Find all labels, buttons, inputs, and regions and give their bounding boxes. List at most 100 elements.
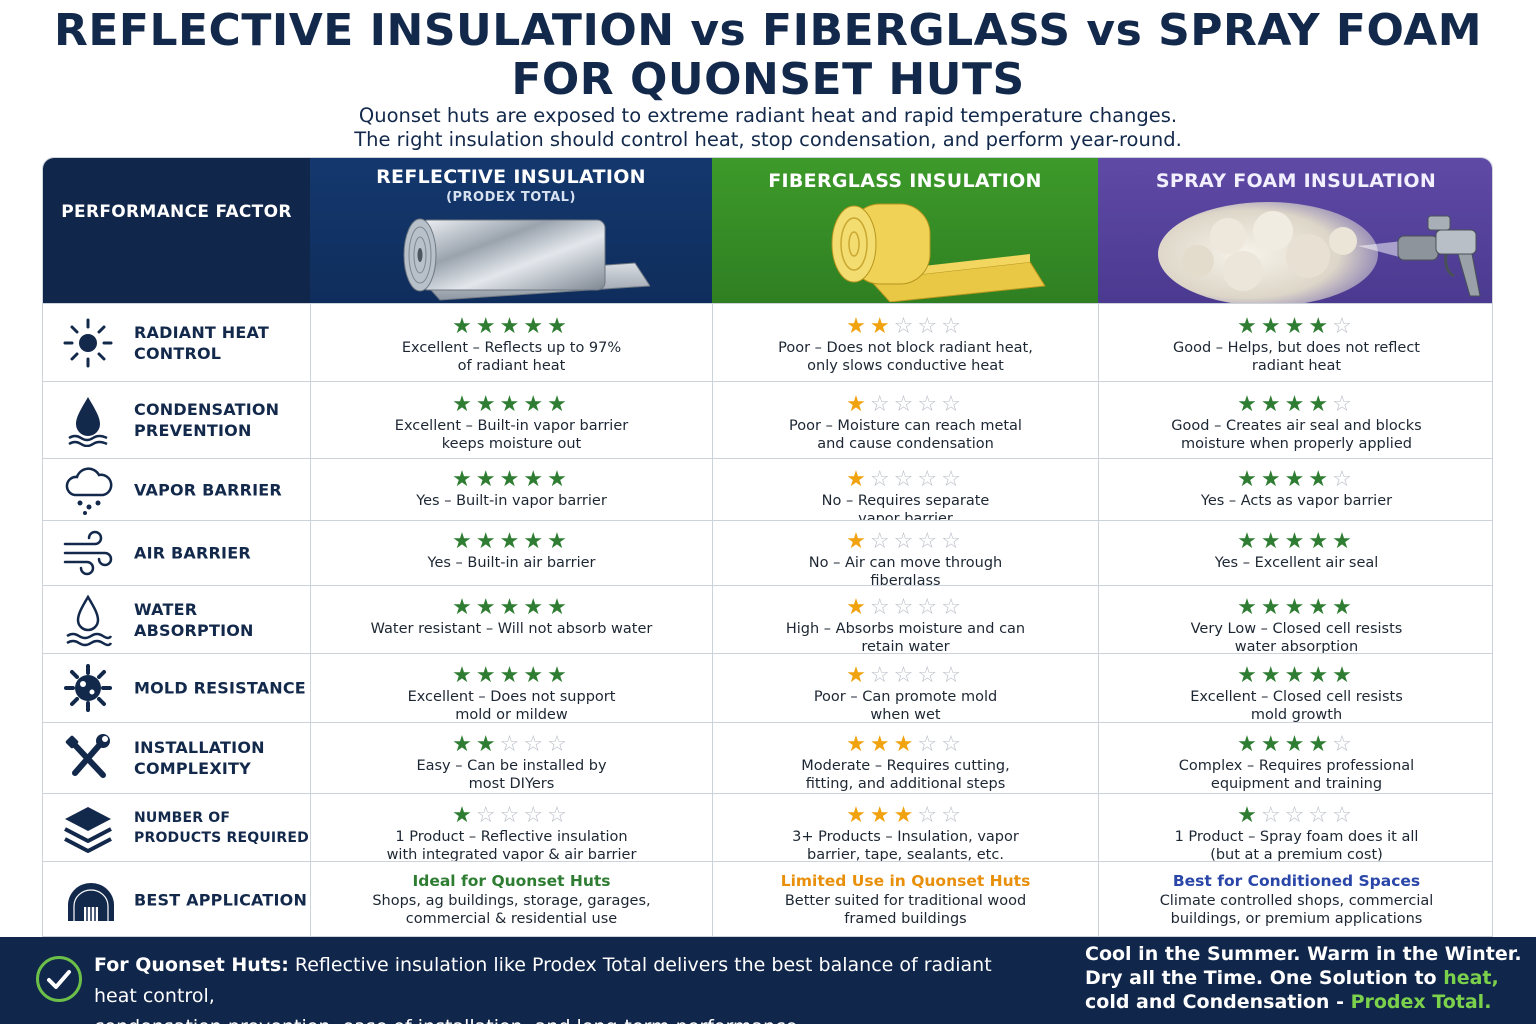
spray-star-1-filled: ★: [1237, 392, 1261, 417]
fiberglass-star-3-empty: ☆: [893, 663, 918, 688]
table-row: AIR BARRIER ★★★★★ Yes – Built-in air barri…: [43, 520, 1492, 589]
table-row: VAPOR BARRIER ★★★★★ Yes – Built-in vapor b…: [43, 458, 1492, 527]
factor-label: WATER ABSORPTION: [134, 599, 254, 640]
cell-fiberglass: ★★★☆☆ Moderate – Requires cutting, fitting…: [712, 723, 1098, 793]
comparison-table: PERFORMANCE FACTOR REFLECTIVE INSULATION…: [42, 157, 1493, 937]
description-line-1: Easy – Can be installed by: [416, 758, 607, 774]
spray-star-5-empty: ☆: [1332, 314, 1356, 339]
footer-line-2: condensation prevention, ease of install…: [94, 1012, 1034, 1024]
fiberglass-star-1-filled: ★: [846, 314, 870, 339]
table-row: NUMBER OF PRODUCTS REQUIRED ★☆☆☆☆ 1 Produc…: [43, 793, 1492, 864]
fiberglass-star-3-empty: ☆: [893, 314, 918, 339]
checkmark-icon: [36, 956, 82, 1002]
fiberglass-star-2-empty: ☆: [869, 392, 894, 417]
spray-star-2-empty: ☆: [1260, 803, 1285, 828]
tagline-line-2b: heat,: [1443, 967, 1499, 989]
fiberglass-star-3-empty: ☆: [893, 467, 918, 492]
description-line-1: No – Air can move through: [808, 555, 1003, 571]
rating-description: Yes – Built-in vapor barrier: [321, 492, 702, 510]
cell-reflective: ★★★★★ Yes – Built-in vapor barrier: [310, 459, 712, 520]
title-line-2: FOR QUONSET HUTS: [511, 54, 1025, 105]
rating-description: 1 Product – Reflective insulation with in…: [321, 828, 702, 864]
fiberglass-star-2-empty: ☆: [869, 595, 894, 620]
rating-stars: ★★☆☆☆: [311, 733, 712, 757]
description-line-1: Poor – Moisture can reach metal: [789, 418, 1022, 434]
fiberglass-star-4-empty: ☆: [917, 529, 942, 554]
reflective-star-3-filled: ★: [499, 529, 524, 554]
rating-stars: ★★★★★: [311, 596, 712, 620]
cell-reflective: ★★★★★ Excellent – Reflects up to 97% of ra…: [310, 304, 712, 381]
reflective-star-4-empty: ☆: [523, 732, 548, 757]
reflective-star-5-filled: ★: [547, 595, 571, 620]
factor-label: INSTALLATION COMPLEXITY: [134, 738, 265, 778]
description-line-1: Good – Creates air seal and blocks: [1171, 418, 1422, 434]
fiberglass-star-5-empty: ☆: [941, 803, 965, 828]
description-line-1: Excellent – Closed cell resists: [1190, 689, 1403, 705]
rating-stars: ★★★☆☆: [713, 804, 1098, 828]
fiberglass-star-4-empty: ☆: [917, 314, 942, 339]
reflective-star-3-filled: ★: [499, 392, 524, 417]
description-line-1: Water resistant – Will not absorb water: [370, 621, 653, 637]
fiberglass-star-5-empty: ☆: [941, 732, 965, 757]
cell-fiberglass: ★★★☆☆ 3+ Products – Insulation, vapor barr…: [712, 794, 1098, 863]
spray-star-4-filled: ★: [1308, 467, 1333, 492]
spray-star-2-filled: ★: [1260, 732, 1285, 757]
reflective-star-3-empty: ☆: [499, 732, 524, 757]
header-reflective-sublabel: (PRODEX TOTAL): [446, 190, 576, 205]
description-line-2: of radiant heat: [457, 358, 566, 374]
description-line-2: barrier, tape, sealants, etc.: [807, 847, 1004, 863]
rating-stars: ★★★★★: [1099, 596, 1492, 620]
description-line-1: Better suited for traditional wood: [784, 893, 1027, 909]
factor-label: VAPOR BARRIER: [134, 480, 282, 499]
reflective-star-2-filled: ★: [475, 392, 500, 417]
spray-star-3-filled: ★: [1284, 314, 1309, 339]
description-line-1: Yes – Built-in air barrier: [427, 555, 596, 571]
factor-cell: VAPOR BARRIER: [43, 459, 310, 520]
spray-star-1-filled: ★: [1237, 663, 1261, 688]
table-row: MOLD RESISTANCE ★★★★★ Excellent – Does not…: [43, 653, 1492, 724]
spray-star-4-filled: ★: [1308, 663, 1333, 688]
rating-description: Excellent – Closed cell resists mold grow…: [1109, 688, 1484, 724]
cell-spray: ★★★★★ Excellent – Closed cell resists mold…: [1098, 654, 1492, 724]
cell-spray: ★★★★★ Very Low – Closed cell resists water…: [1098, 586, 1492, 655]
rating-stars: ★☆☆☆☆: [1099, 803, 1492, 828]
spray-star-5-empty: ☆: [1332, 467, 1356, 492]
reflective-star-2-filled: ★: [475, 595, 500, 620]
cell-fiberglass: ★☆☆☆☆ High – Absorbs moisture and can reta…: [712, 586, 1098, 655]
spray-star-1-filled: ★: [1237, 467, 1261, 492]
spray-star-2-filled: ★: [1260, 314, 1285, 339]
mold-spore-icon: [61, 661, 115, 715]
spray-star-3-filled: ★: [1284, 467, 1309, 492]
footer-summary: For Quonset Huts: Reflective insulation …: [94, 950, 1034, 1024]
rating-stars: ★★★★☆: [1099, 467, 1492, 492]
spray-star-5-filled: ★: [1332, 663, 1356, 688]
description-line-1: High – Absorbs moisture and can: [785, 621, 1026, 637]
description-line-2: with integrated vapor & air barrier: [386, 847, 637, 863]
sun-icon: [61, 316, 115, 370]
factor-cell: WATER ABSORPTION: [43, 586, 310, 653]
rating-description: Poor – Does not block radiant heat, only …: [723, 339, 1088, 375]
description-line-1: Yes – Built-in vapor barrier: [416, 493, 607, 509]
cell-fiberglass: ★☆☆☆☆ Poor – Moisture can reach metal and …: [712, 382, 1098, 458]
description-line-2: (but at a premium cost): [1210, 847, 1383, 863]
reflective-roll-image: [403, 218, 650, 301]
description-line-1: Shops, ag buildings, storage, garages,: [372, 893, 651, 909]
reflective-star-4-filled: ★: [523, 467, 548, 492]
spray-star-5-empty: ☆: [1332, 392, 1356, 417]
spray-star-5-empty: ☆: [1332, 732, 1356, 757]
description-line-2: moisture when properly applied: [1181, 436, 1412, 452]
fiberglass-star-1-filled: ★: [846, 392, 870, 417]
best-application-heading: Best for Conditioned Spaces: [1172, 872, 1421, 890]
reflective-star-2-filled: ★: [475, 663, 500, 688]
spray-star-2-filled: ★: [1260, 529, 1285, 554]
wind-icon: [61, 526, 115, 580]
spray-star-2-filled: ★: [1260, 663, 1285, 688]
fiberglass-star-3-empty: ☆: [893, 595, 918, 620]
factor-cell: BEST APPLICATION: [43, 862, 310, 936]
fiberglass-star-2-filled: ★: [869, 803, 894, 828]
spray-star-3-empty: ☆: [1284, 803, 1309, 828]
description-line-1: Poor – Can promote mold: [813, 689, 998, 705]
fiberglass-star-1-filled: ★: [846, 663, 870, 688]
rating-stars: ★★★★★: [311, 664, 712, 688]
spray-star-2-filled: ★: [1260, 467, 1285, 492]
